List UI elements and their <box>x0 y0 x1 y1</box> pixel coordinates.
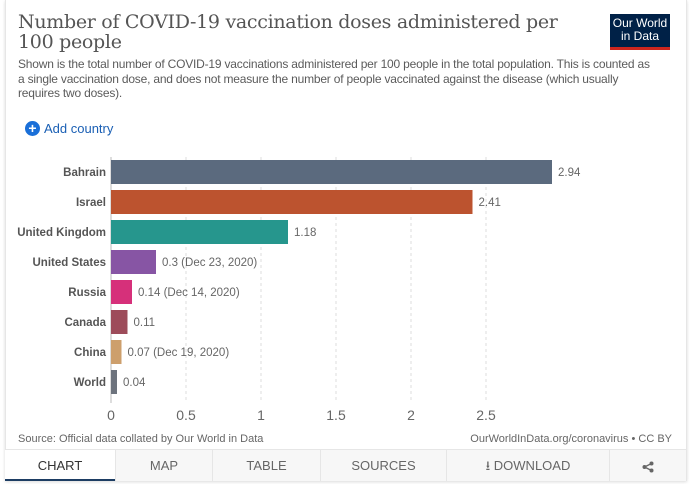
bar-chart: Bahrain 2.94 Israel 2.41 United Kingdom 1.18 U… <box>17 157 581 423</box>
share-icon <box>642 461 654 473</box>
category-label: Israel <box>76 197 106 209</box>
bar[interactable] <box>111 340 122 364</box>
tab-share[interactable] <box>609 450 686 481</box>
tab-table[interactable]: TABLE <box>212 450 320 481</box>
x-tick-label: 1.5 <box>326 407 346 423</box>
chart-subtitle: Shown is the total number of COVID-19 va… <box>18 57 650 100</box>
bar[interactable] <box>111 220 288 244</box>
category-label: Russia <box>68 287 106 299</box>
owid-logo[interactable]: Our World in Data <box>610 14 670 50</box>
value-label: 0.14 (Dec 14, 2020) <box>138 287 240 299</box>
x-tick-label: 1 <box>257 407 265 423</box>
tab-chart[interactable]: CHART <box>5 450 115 481</box>
plus-circle-icon: + <box>25 120 40 136</box>
bar[interactable] <box>111 280 132 304</box>
value-label: 0.11 <box>134 317 156 329</box>
add-country-label: Add country <box>44 120 114 136</box>
bar[interactable] <box>111 310 128 334</box>
category-label: Canada <box>64 317 106 329</box>
category-label: United Kingdom <box>17 227 106 239</box>
x-axis-ticks: 0 0.5 1 1.5 2 2.5 <box>107 407 496 423</box>
credit-note[interactable]: OurWorldInData.org/coronavirus • CC BY <box>470 433 672 445</box>
x-tick-label: 0 <box>107 407 115 423</box>
value-label: 2.94 <box>558 167 581 179</box>
value-label: 1.18 <box>294 227 316 239</box>
source-note: Source: Official data collated by Our Wo… <box>18 433 264 445</box>
logo-line-2: in Data <box>620 29 660 43</box>
bar[interactable] <box>111 190 473 214</box>
value-label: 0.07 (Dec 19, 2020) <box>128 347 230 359</box>
value-label: 0.3 (Dec 23, 2020) <box>162 257 257 269</box>
chart-title: Number of COVID-19 vaccination doses adm… <box>18 11 558 53</box>
logo-line-1: Our World <box>612 16 668 30</box>
x-tick-label: 0.5 <box>176 407 196 423</box>
tab-sources[interactable]: SOURCES <box>320 450 446 481</box>
x-tick-label: 2 <box>407 407 415 423</box>
x-tick-label: 2.5 <box>476 407 496 423</box>
bar[interactable] <box>111 250 156 274</box>
add-country-button[interactable]: + Add country <box>25 119 113 137</box>
category-label: China <box>74 347 107 359</box>
value-label: 0.04 <box>123 377 146 389</box>
tab-map[interactable]: MAP <box>115 450 212 481</box>
bar[interactable] <box>111 160 552 184</box>
category-label: World <box>74 377 106 389</box>
category-label: United States <box>33 257 107 269</box>
bar[interactable] <box>111 370 117 394</box>
category-label: Bahrain <box>63 167 106 179</box>
bars: Bahrain 2.94 Israel 2.41 United Kingdom 1.18 U… <box>17 160 581 394</box>
download-tab-label: ⭳ DOWNLOAD <box>485 458 571 473</box>
tab-download[interactable]: ⭳ DOWNLOAD <box>446 450 609 481</box>
tab-bar: CHART MAP TABLE SOURCES ⭳ DOWNLOAD <box>5 449 686 481</box>
value-label: 2.41 <box>479 197 501 209</box>
